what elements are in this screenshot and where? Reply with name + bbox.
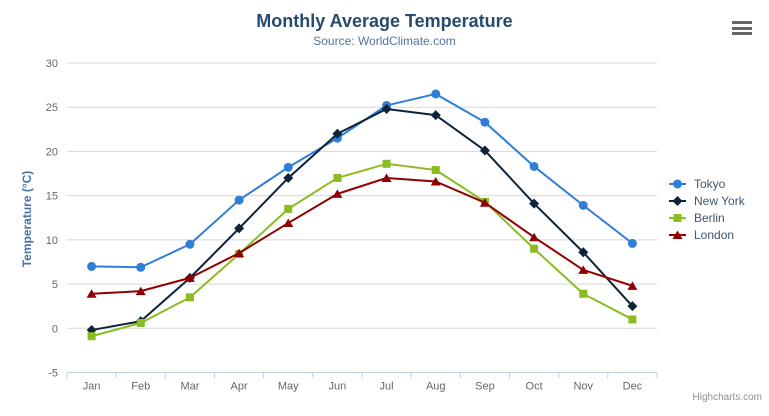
diamond-marker (529, 198, 540, 209)
x-axis-label: Jun (329, 381, 347, 393)
y-axis-label: 25 (46, 102, 58, 114)
diamond-marker (627, 301, 638, 312)
circle-marker (578, 200, 588, 210)
triangle-marker (332, 189, 343, 198)
x-axis-label: Feb (131, 381, 150, 393)
legend-item-tokyo[interactable]: Tokyo (669, 175, 745, 192)
x-axis-label: Aug (426, 381, 446, 393)
series-new-york (86, 103, 638, 336)
x-axis-label: Dec (623, 381, 643, 393)
x-axis-label: Oct (526, 381, 543, 393)
circle-marker (431, 89, 441, 99)
legend-item-berlin[interactable]: Berlin (669, 209, 745, 226)
context-menu-button[interactable] (731, 19, 753, 37)
diamond-marker (381, 103, 392, 114)
x-axis-label: May (278, 381, 299, 393)
y-axis-label: 5 (52, 279, 58, 291)
diamond-marker (234, 223, 245, 234)
diamond-marker (283, 172, 294, 183)
circle-marker (185, 239, 195, 249)
legend-item-london[interactable]: London (669, 226, 745, 243)
diamond-marker (672, 195, 683, 206)
triangle-marker (86, 289, 97, 298)
square-marker (333, 173, 342, 182)
series-line (90, 107, 634, 332)
series-london (86, 173, 638, 298)
square-marker (136, 318, 145, 327)
triangle-marker (627, 281, 638, 290)
square-marker (530, 244, 539, 253)
legend: Tokyo New York Berlin London (669, 175, 745, 243)
triangle-marker (578, 265, 589, 274)
series-line (90, 92, 634, 269)
y-axis-label: 30 (46, 58, 58, 70)
circle-marker (529, 161, 539, 171)
triangle-marker (135, 286, 146, 296)
series-line (90, 162, 634, 338)
circle-marker (234, 195, 244, 205)
triangle-marker (234, 248, 245, 258)
triangle-marker (529, 232, 540, 242)
square-marker (284, 204, 293, 213)
legend-label: London (694, 227, 735, 242)
hamburger-icon (732, 32, 752, 35)
legend-marker-diamond-icon (669, 195, 686, 206)
series-berlin (87, 159, 637, 341)
square-marker (431, 165, 440, 174)
chart-title: Monthly Average Temperature (256, 11, 513, 31)
circle-marker (283, 162, 293, 172)
x-axis-label: Apr (231, 381, 248, 393)
legend-marker-triangle-icon (669, 230, 686, 239)
square-marker (185, 293, 194, 302)
legend-label: New York (694, 193, 745, 208)
circle-marker (480, 117, 490, 127)
square-marker (382, 159, 391, 168)
chart-subtitle: Source: WorldClimate.com (313, 34, 456, 48)
square-marker (87, 332, 96, 341)
y-axis-label: 20 (46, 146, 58, 158)
x-axis-label: Jan (83, 381, 101, 393)
triangle-marker (479, 198, 490, 207)
x-axis-label: Sep (475, 381, 495, 393)
hamburger-icon (732, 21, 752, 24)
circle-marker (673, 179, 682, 188)
triangle-marker (381, 173, 392, 182)
legend-item-new-york[interactable]: New York (669, 192, 745, 209)
highcharts-credit[interactable]: Highcharts.com (692, 392, 762, 403)
circle-marker (87, 261, 97, 271)
square-marker (579, 289, 588, 298)
diamond-marker (332, 128, 343, 139)
circle-marker (627, 238, 637, 248)
legend-label: Tokyo (694, 176, 726, 191)
square-marker (628, 315, 637, 324)
x-axis-label: Jul (380, 381, 394, 393)
y-axis-label: 15 (46, 191, 58, 203)
square-marker (673, 213, 682, 222)
legend-label: Berlin (694, 210, 725, 225)
series-line (90, 176, 634, 295)
y-axis-label: 10 (46, 235, 58, 247)
hamburger-icon (732, 26, 752, 30)
triangle-marker (184, 273, 195, 282)
y-axis-label: 0 (52, 323, 58, 335)
circle-marker (136, 262, 146, 272)
triangle-marker (672, 230, 683, 239)
x-axis-label: Nov (573, 381, 593, 393)
y-axis-label: -5 (48, 368, 58, 380)
diamond-marker (430, 110, 441, 121)
triangle-marker (283, 218, 294, 228)
series-tokyo (87, 89, 637, 272)
legend-marker-square-icon (669, 213, 686, 222)
triangle-marker (430, 176, 441, 186)
x-axis-label: Mar (180, 381, 199, 393)
diamond-marker (578, 247, 589, 258)
diamond-marker (479, 145, 490, 156)
legend-marker-circle-icon (669, 179, 686, 188)
